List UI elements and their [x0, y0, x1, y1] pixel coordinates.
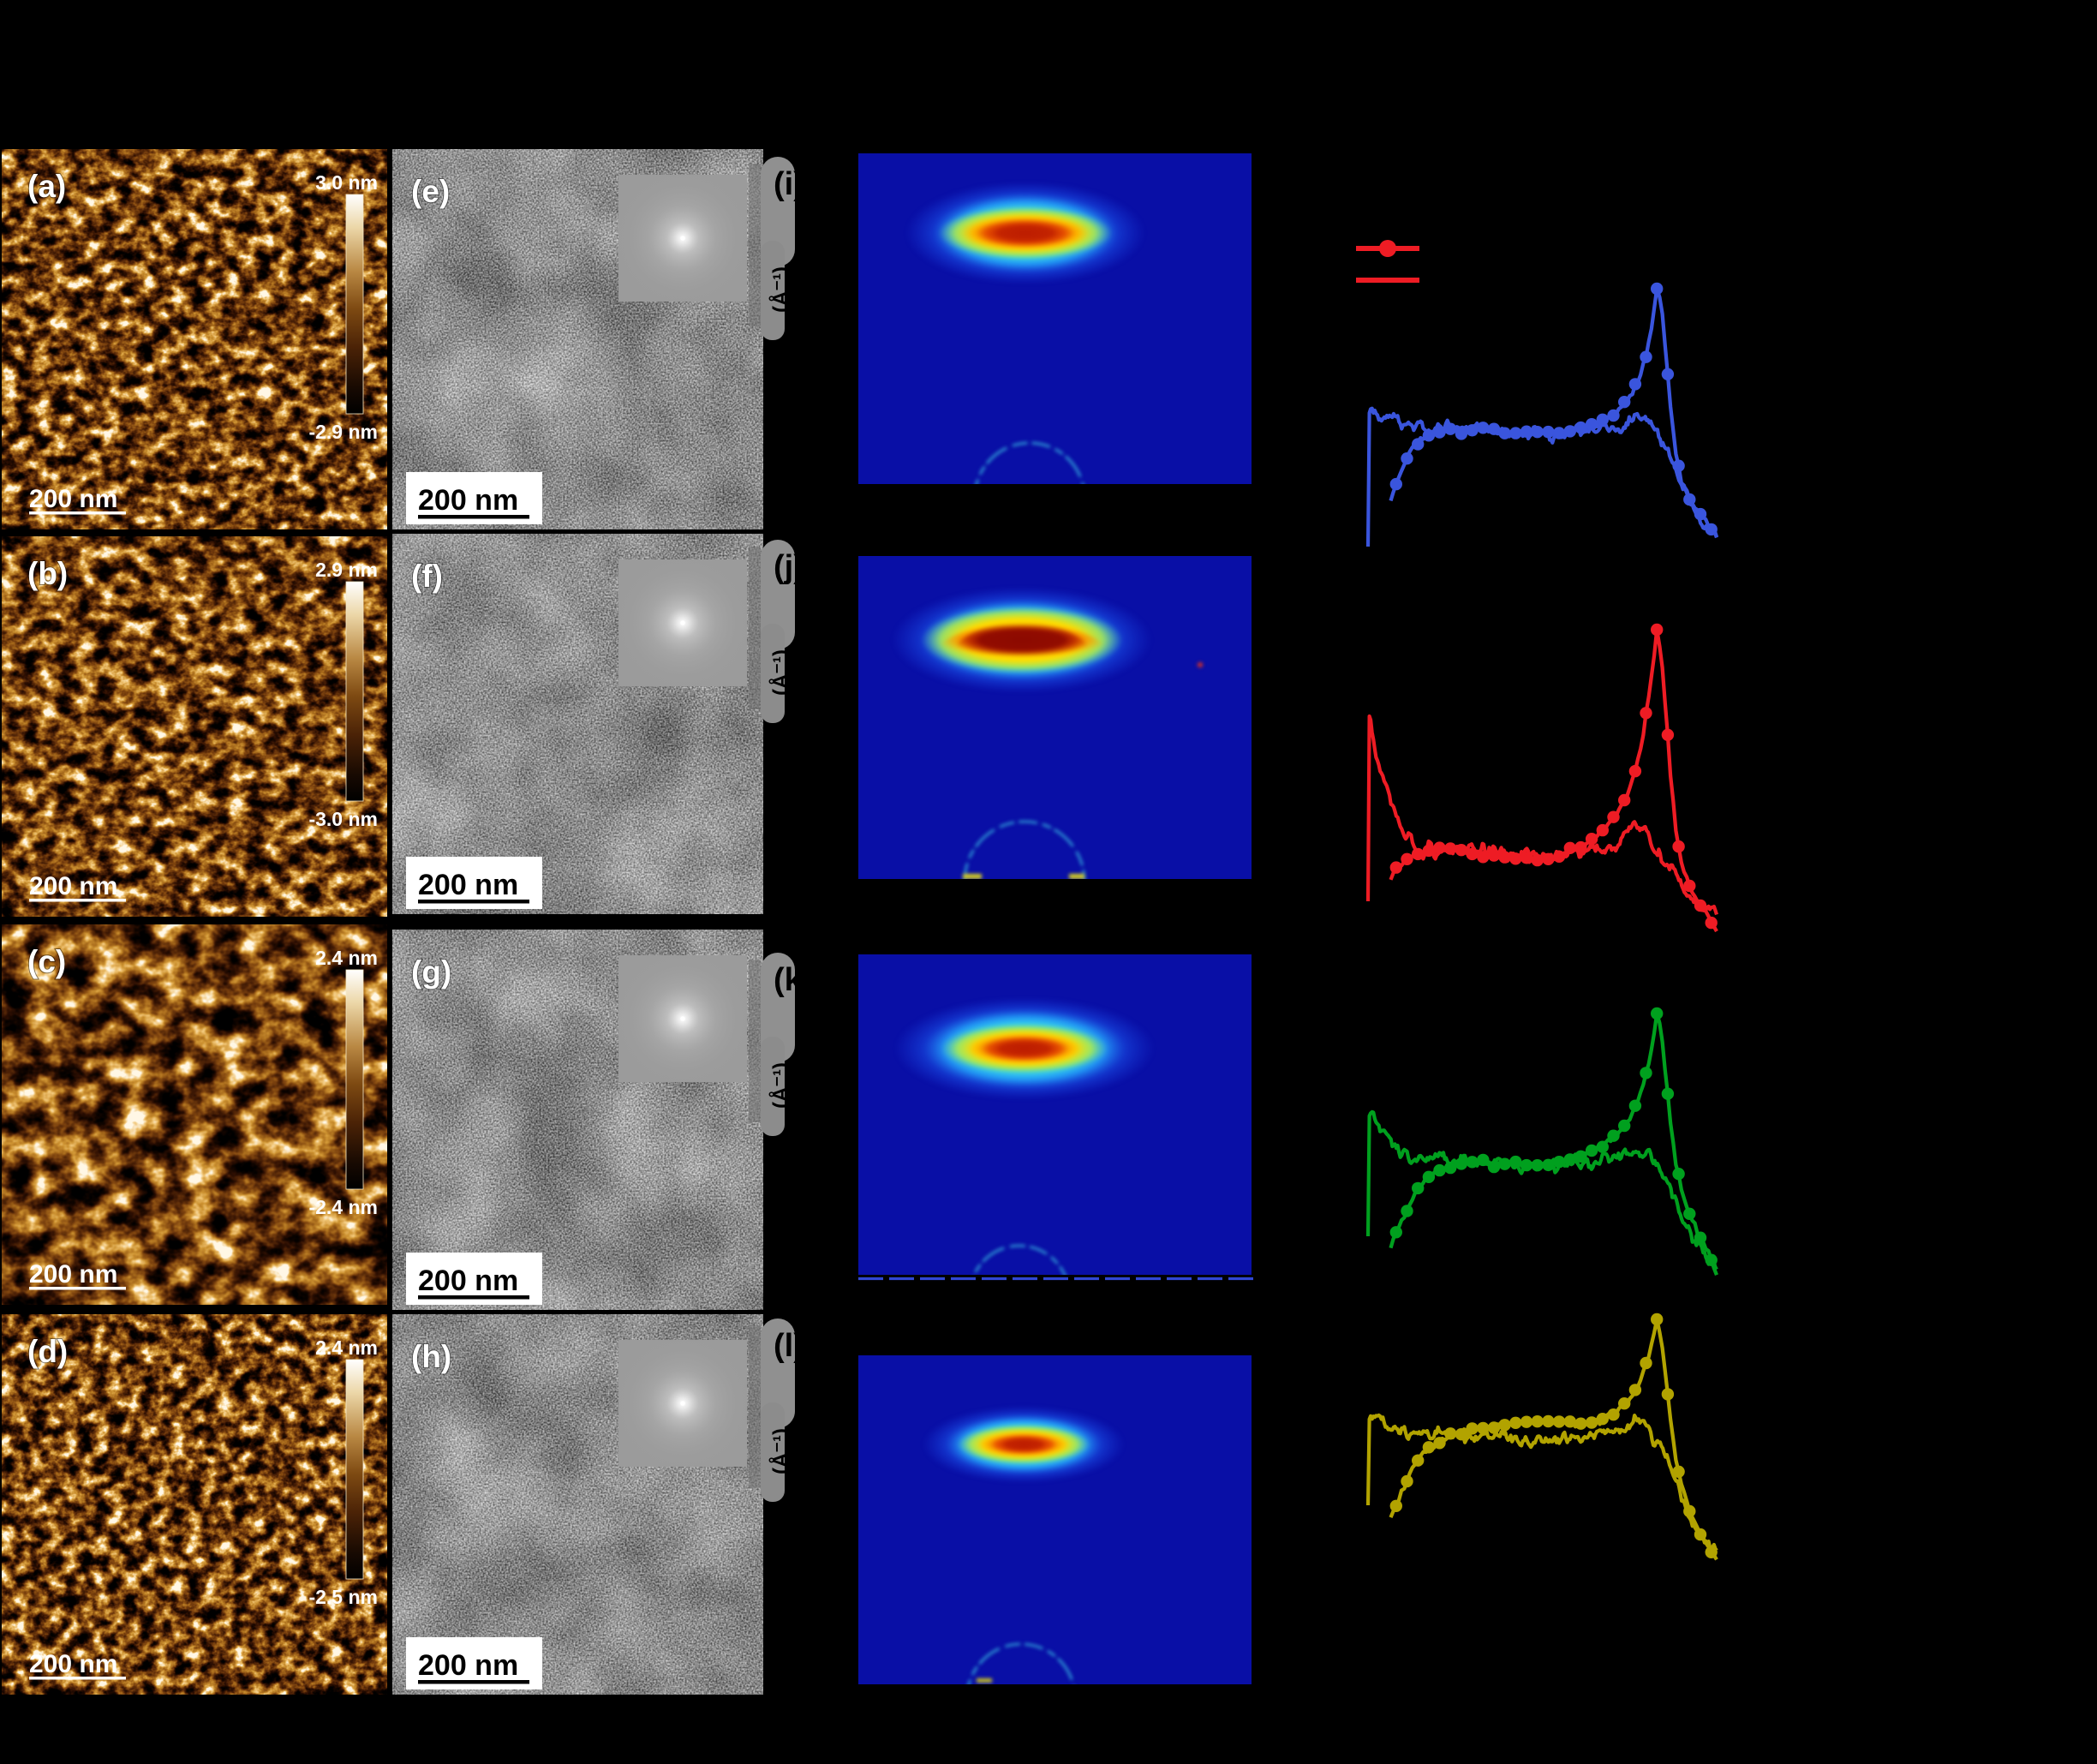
- svg-text:(j): (j): [774, 549, 804, 585]
- svg-text:200 nm: 200 nm: [29, 1260, 117, 1289]
- svg-text:(l): (l): [774, 1328, 804, 1364]
- svg-text:(c): (c): [27, 944, 66, 979]
- svg-text:-2.4 nm: -2.4 nm: [308, 1196, 378, 1218]
- svg-text:2.4 nm: 2.4 nm: [315, 1336, 378, 1359]
- svg-text:(Å⁻¹): (Å⁻¹): [768, 649, 792, 696]
- svg-text:-3.0 nm: -3.0 nm: [308, 808, 378, 830]
- svg-text:(e): (e): [411, 174, 450, 209]
- svg-text:(k): (k): [774, 962, 813, 998]
- svg-text:(d): (d): [27, 1334, 68, 1369]
- svg-text:200 nm: 200 nm: [29, 1650, 117, 1678]
- svg-text:2.9 nm: 2.9 nm: [315, 559, 378, 581]
- svg-text:200 nm: 200 nm: [418, 1649, 518, 1682]
- svg-text:-2.5 nm: -2.5 nm: [308, 1586, 378, 1608]
- svg-text:(Å⁻¹): (Å⁻¹): [768, 266, 792, 313]
- svg-text:(h): (h): [411, 1339, 451, 1374]
- svg-text:3.0 nm: 3.0 nm: [315, 171, 378, 194]
- svg-text:2.4 nm: 2.4 nm: [315, 947, 378, 969]
- svg-text:200 nm: 200 nm: [29, 872, 117, 900]
- svg-text:200 nm: 200 nm: [29, 485, 117, 513]
- svg-text:(Å⁻¹): (Å⁻¹): [768, 1062, 792, 1109]
- svg-text:(g): (g): [411, 954, 451, 990]
- svg-text:(f): (f): [411, 559, 443, 594]
- svg-text:(a): (a): [27, 169, 66, 204]
- svg-text:200 nm: 200 nm: [418, 869, 518, 901]
- svg-text:-2.9 nm: -2.9 nm: [308, 421, 378, 443]
- svg-text:(Å⁻¹): (Å⁻¹): [768, 1428, 792, 1474]
- svg-text:(b): (b): [27, 556, 68, 591]
- svg-text:(i): (i): [774, 166, 804, 202]
- svg-text:200 nm: 200 nm: [418, 1265, 518, 1297]
- svg-text:200 nm: 200 nm: [418, 484, 518, 517]
